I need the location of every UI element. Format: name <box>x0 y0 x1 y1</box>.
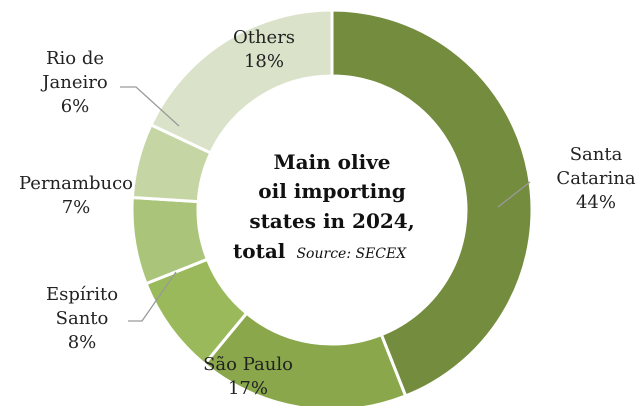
chart-title-line-2: oil importing <box>258 179 405 203</box>
leader-line-rio-de-janeiro <box>120 86 180 127</box>
slice-santa-catarina <box>330 8 534 398</box>
leader-line-santa-catarina <box>497 181 531 208</box>
slice-label-santa-catarina: Santa Catarina 44% <box>556 144 635 213</box>
slice-label-espirito-santo: Espírito Santo 8% <box>46 284 118 353</box>
slice-label-sao-paulo: São Paulo 17% <box>203 354 293 399</box>
slice-label-rio-de-janeiro: Rio de Janeiro 6% <box>40 48 107 117</box>
chart-source: Source: SECEX <box>296 246 407 262</box>
chart-title-line-1: Main olive <box>273 150 390 174</box>
chart-title-line-3: states in 2024, <box>249 209 414 233</box>
slice-others <box>149 8 334 155</box>
slice-label-others: Others 18% <box>233 27 295 72</box>
chart-title-line-4: total Source: SECEX <box>233 239 407 263</box>
chart-title-last-word: total <box>233 239 286 263</box>
leader-line-espirito-santo <box>128 271 177 322</box>
slice-label-pernambuco: Pernambuco 7% <box>19 173 133 218</box>
